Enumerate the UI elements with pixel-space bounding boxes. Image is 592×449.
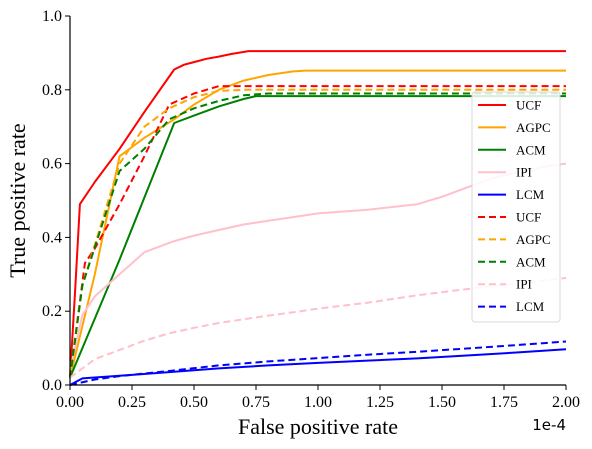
series-line-acm-solid <box>69 95 566 378</box>
x-tick-label: 1.00 <box>304 394 332 411</box>
x-tick-label: 0.75 <box>242 394 270 411</box>
x-tick-label: 0.25 <box>118 394 146 411</box>
y-tick-label: 0.0 <box>42 377 62 394</box>
x-axis-title: False positive rate <box>238 414 398 439</box>
x-tick-label: 2.00 <box>552 394 580 411</box>
y-axis-title: True positive rate <box>5 123 30 277</box>
legend-label: AGPC <box>516 232 551 247</box>
x-tick-label: 0.50 <box>180 394 208 411</box>
x-axis-ticks: 0.00 0.25 0.50 0.75 1.00 1.25 1.50 1.75 2.00 <box>56 385 580 411</box>
y-tick-label: 0.6 <box>42 156 62 173</box>
x-tick-label: 1.25 <box>366 394 394 411</box>
legend-label: LCM <box>516 299 545 314</box>
series-line-acm-dashed <box>69 92 566 378</box>
legend-label: ACM <box>516 142 546 157</box>
legend: UCF AGPC ACM IPI LCM UCF AGPC ACM IPI LCM <box>471 91 561 323</box>
series-line-lcm-solid <box>69 348 567 386</box>
x-tick-label: 1.50 <box>428 394 456 411</box>
series-line-ipi-dashed <box>69 277 567 379</box>
series-line-agpc-solid <box>69 69 566 378</box>
plot-lines <box>69 50 567 386</box>
series-line-ucf-solid <box>69 50 566 378</box>
legend-label: LCM <box>516 187 545 202</box>
legend-label: UCF <box>516 210 541 225</box>
legend-label: UCF <box>516 98 541 113</box>
series-line-ucf-dashed <box>69 85 566 378</box>
legend-label: AGPC <box>516 120 551 135</box>
legend-label: IPI <box>516 277 532 292</box>
y-tick-label: 0.2 <box>42 303 62 320</box>
x-tick-label: 1.75 <box>490 394 518 411</box>
y-tick-label: 0.4 <box>42 229 62 246</box>
legend-label: IPI <box>516 165 532 180</box>
legend-label: ACM <box>516 254 546 269</box>
x-axis-offset-label: 1e-4 <box>532 416 566 434</box>
series-line-lcm-dashed <box>69 340 567 386</box>
y-axis-ticks: 0.0 0.2 0.4 0.6 0.8 1.0 <box>42 8 70 394</box>
x-tick-label: 0.00 <box>56 394 84 411</box>
y-tick-label: 0.8 <box>42 82 62 99</box>
y-tick-label: 1.0 <box>42 8 62 25</box>
